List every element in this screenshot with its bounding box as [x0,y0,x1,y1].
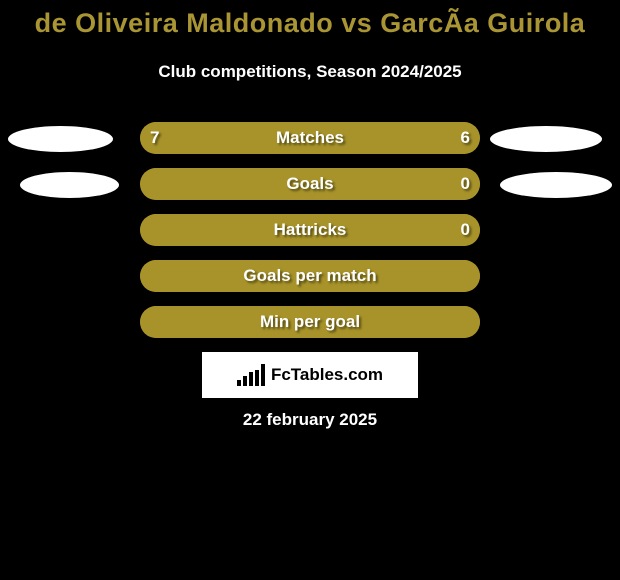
comparison-row: Hattricks0 [0,214,620,246]
logo-bars-icon [237,364,265,386]
stat-label: Hattricks [0,220,620,240]
stat-label: Goals [0,174,620,194]
comparison-row: Min per goal [0,306,620,338]
comparison-row: Goals0 [0,168,620,200]
date-label: 22 february 2025 [0,410,620,430]
page-title: de Oliveira Maldonado vs GarcÃ­a Guirola [0,8,620,39]
stat-label: Min per goal [0,312,620,332]
comparison-row: Goals per match [0,260,620,292]
stat-label: Goals per match [0,266,620,286]
stat-value-right: 0 [461,220,470,240]
stat-value-right: 6 [461,128,470,148]
page-subtitle: Club competitions, Season 2024/2025 [0,62,620,82]
stat-value-left: 7 [150,128,159,148]
comparison-rows: Matches76Goals0Hattricks0Goals per match… [0,122,620,352]
logo-box: FcTables.com [202,352,418,398]
stat-label: Matches [0,128,620,148]
comparison-row: Matches7 6 [0,122,620,154]
logo-text: FcTables.com [271,365,383,385]
stat-value-right: 0 [461,174,470,194]
